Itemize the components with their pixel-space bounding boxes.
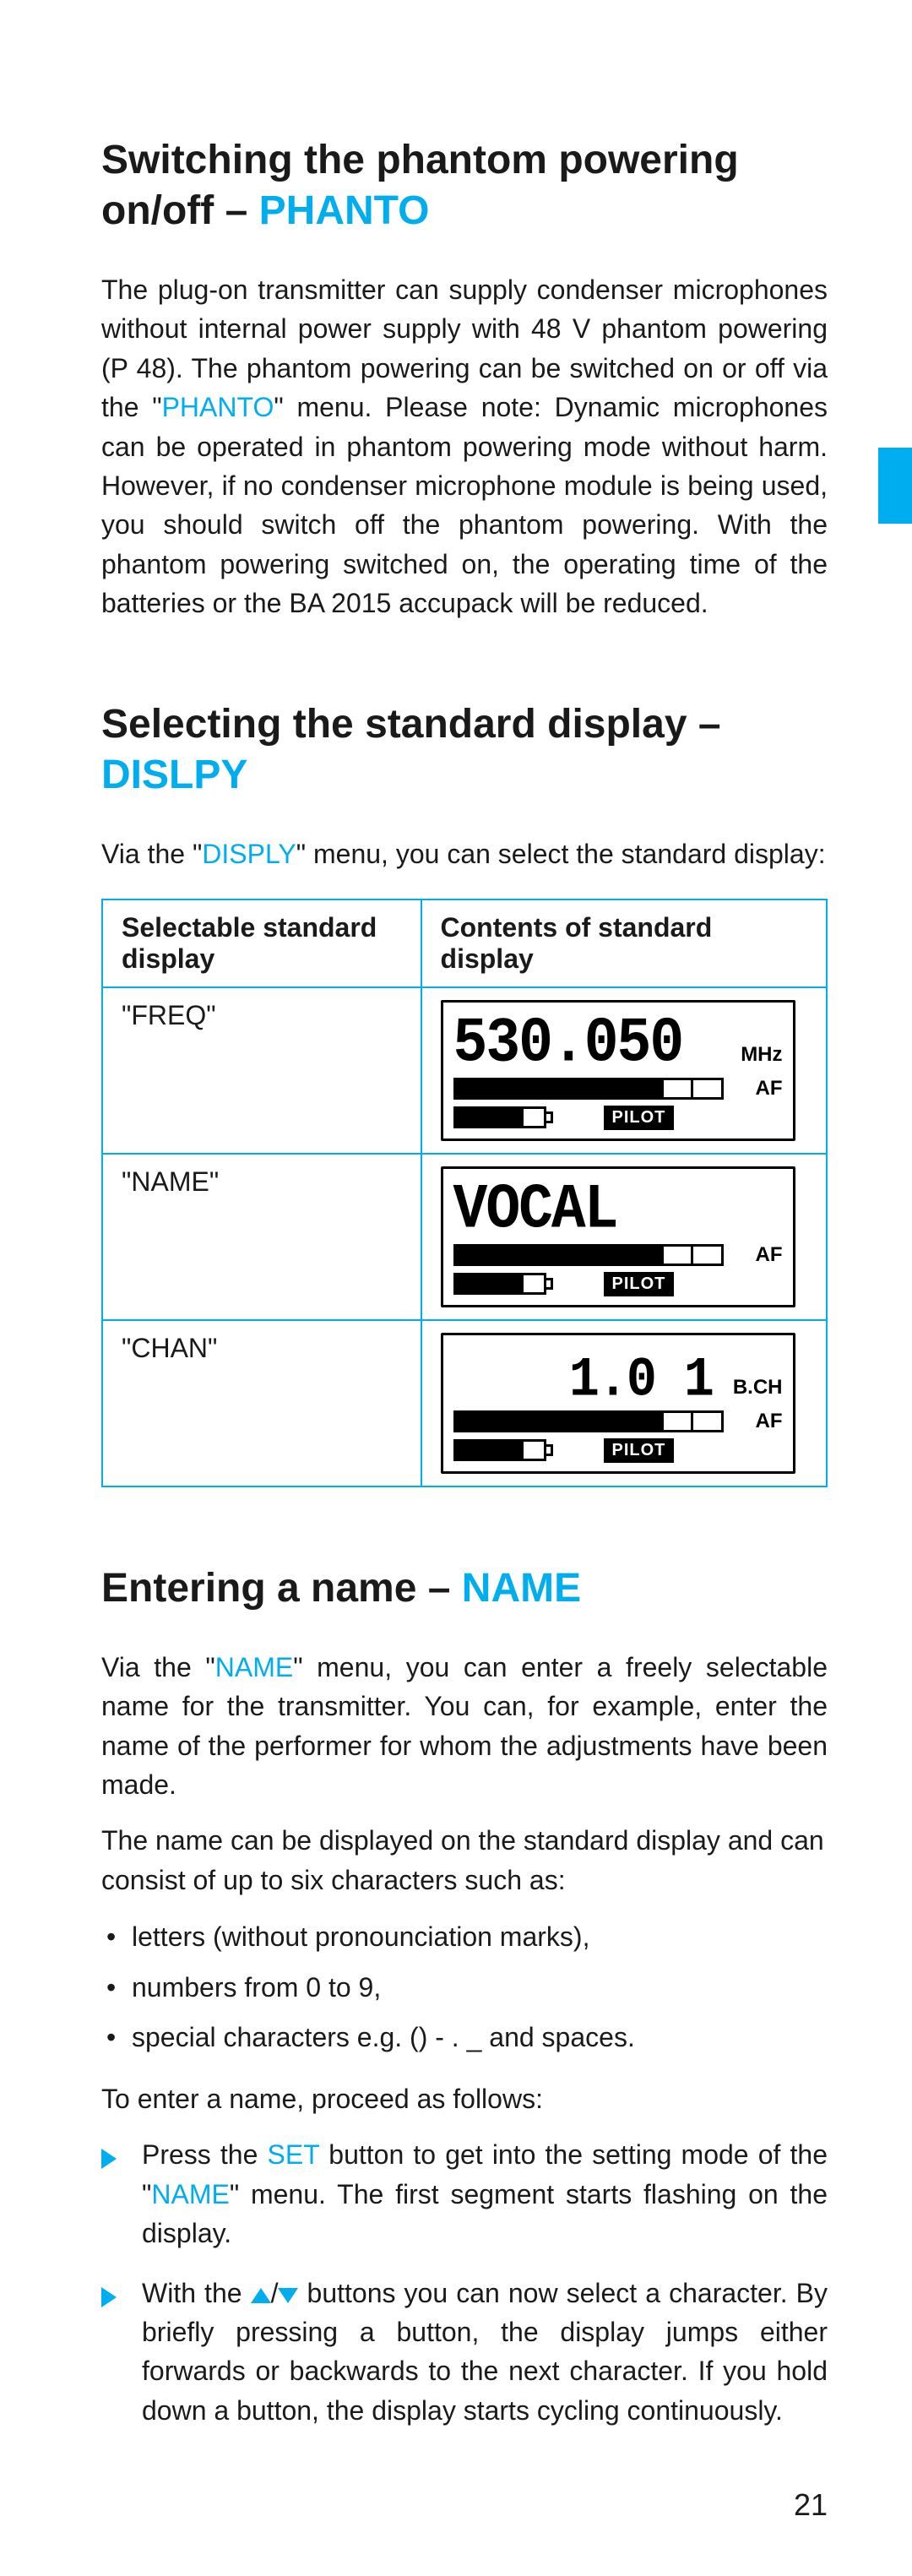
step1-set: SET [268,2139,320,2170]
phanto-paragraph: The plug-on transmitter can supply conde… [101,270,828,623]
step1-pre: Press the [142,2139,268,2170]
page-edge-tab [878,448,912,524]
lcd-display-name: VOCAL AF PILOT [441,1166,795,1307]
page-number: 21 [794,2487,828,2523]
lcd-battery-icon [453,1439,553,1461]
step1-post: " menu. The first segment starts flashin… [142,2179,828,2248]
table-row: "CHAN" 1.0 1 B.CH AF [102,1320,827,1486]
dislpy-intro-pre: Via the " [101,839,202,869]
list-item: special characters e.g. () - . _ and spa… [101,2017,828,2059]
lcd-af-bar [453,1244,724,1266]
lcd-pilot-badge: PILOT [604,1438,675,1463]
heading-dislpy-accent: DISLPY [101,753,247,797]
lcd-af-label: AF [756,1243,783,1267]
down-arrow-icon [278,2288,298,2303]
table-header-row: Selectable standard display Contents of … [102,899,827,987]
step1-name: NAME [151,2179,229,2209]
name-p2: The name can be displayed on the standar… [101,1821,828,1899]
step-item: Press the SET button to get into the set… [101,2135,828,2253]
lcd-pilot-badge: PILOT [604,1106,675,1130]
lcd-unit: B.CH [733,1376,783,1406]
table-header-col1: Selectable standard display [102,899,421,987]
lcd-display-chan: 1.0 1 B.CH AF PILOT [441,1333,795,1474]
heading-name: Entering a name – NAME [101,1563,828,1614]
name-p1-accent: NAME [215,1652,293,1682]
heading-dislpy: Selecting the standard display – DISLPY [101,699,828,801]
step2-slash: / [271,2278,279,2308]
table-cell-label: "NAME" [102,1154,421,1320]
table-cell-label: "FREQ" [102,987,421,1154]
heading-phanto: Switching the phantom powering on/off – … [101,135,828,236]
lcd-af-label: AF [756,1077,783,1101]
lcd-unit: MHz [741,1043,782,1073]
name-steps: Press the SET button to get into the set… [101,2135,828,2430]
heading-name-text: Entering a name – [101,1566,462,1611]
table-cell-lcd: 530.050 MHz AF PILOT [421,987,827,1154]
name-p1-pre: Via the " [101,1652,215,1682]
phanto-para-post: " menu. Please note: Dynamic microphones… [101,392,828,618]
heading-name-accent: NAME [462,1566,581,1611]
lcd-main-value: 1.0 1 [569,1353,713,1409]
table-cell-label: "CHAN" [102,1320,421,1486]
name-bullets: letters (without pronounciation marks), … [101,1916,828,2059]
display-table: Selectable standard display Contents of … [101,899,828,1487]
section-name: Entering a name – NAME Via the "NAME" me… [101,1563,828,2430]
lcd-main-value: 530.050 [453,1014,683,1077]
step2-pre: With the [142,2278,251,2308]
lcd-af-bar [453,1078,724,1100]
step-marker-icon [101,2279,117,2318]
lcd-af-bar [453,1410,724,1432]
section-phanto: Switching the phantom powering on/off – … [101,135,828,623]
table-row: "FREQ" 530.050 MHz AF [102,987,827,1154]
table-cell-lcd: 1.0 1 B.CH AF PILOT [421,1320,827,1486]
lcd-af-label: AF [756,1410,783,1433]
lcd-pilot-badge: PILOT [604,1272,675,1296]
step-item: With the / buttons you can now select a … [101,2274,828,2431]
lcd-battery-icon [453,1106,553,1128]
phanto-para-accent: PHANTO [162,392,274,422]
heading-dislpy-text: Selecting the standard display – [101,702,721,747]
table-cell-lcd: VOCAL AF PILOT [421,1154,827,1320]
dislpy-intro-post: " menu, you can select the standard disp… [296,839,826,869]
up-arrow-icon [251,2288,271,2303]
table-header-col2: Contents of standard display [421,899,827,987]
list-item: letters (without pronounciation marks), [101,1916,828,1959]
dislpy-intro: Via the "DISPLY" menu, you can select th… [101,834,828,873]
name-p1: Via the "NAME" menu, you can enter a fre… [101,1648,828,1805]
lcd-display-freq: 530.050 MHz AF PILOT [441,1000,795,1141]
name-p3: To enter a name, proceed as follows: [101,2079,828,2118]
dislpy-intro-accent: DISPLY [202,839,296,869]
table-row: "NAME" VOCAL AF [102,1154,827,1320]
step-marker-icon [101,2140,117,2179]
heading-phanto-accent: PHANTO [259,188,430,233]
lcd-main-value: VOCAL [453,1180,617,1243]
lcd-battery-icon [453,1273,553,1295]
list-item: numbers from 0 to 9, [101,1967,828,2009]
section-dislpy: Selecting the standard display – DISLPY … [101,699,828,1487]
